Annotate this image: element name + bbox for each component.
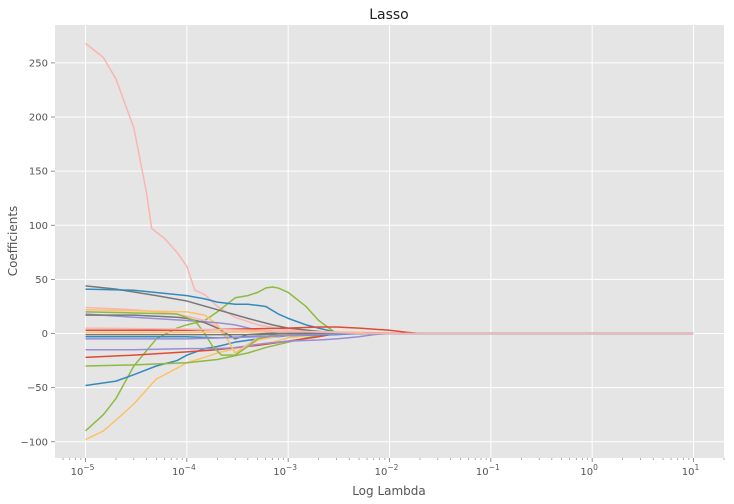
y-tick-label: 50 — [35, 275, 48, 286]
x-tick-label: 10−2 — [375, 463, 399, 478]
y-tick-label: −100 — [21, 437, 48, 448]
chart-title: Lasso — [369, 7, 409, 23]
y-tick-label: −50 — [27, 383, 48, 394]
x-axis-label: Log Lambda — [352, 484, 426, 498]
x-tick-label: 10−4 — [172, 463, 196, 478]
x-tick-label: 100 — [580, 463, 598, 478]
grid-lines — [55, 25, 724, 458]
y-tick-label: 250 — [29, 58, 48, 69]
series-line-7 — [85, 332, 694, 351]
series-line-1 — [85, 42, 694, 335]
series-line-14 — [85, 311, 694, 356]
y-tick-label: 0 — [42, 329, 48, 340]
series-line-9 — [85, 288, 694, 335]
series-line-11 — [85, 308, 694, 354]
y-tick-label: 100 — [29, 221, 48, 232]
series-line-20 — [85, 327, 694, 335]
axis-ticks: 10−5 10−4 10−3 10−2 10−1 100 101 250 200 150 100 50… — [21, 58, 725, 478]
y-tick-label: 150 — [29, 167, 48, 178]
y-tick-label: 200 — [29, 113, 48, 124]
series-line-3 — [85, 332, 694, 441]
x-tick-label: 10−1 — [476, 463, 500, 478]
x-tick-label: 101 — [682, 463, 700, 478]
x-tick-label: 10−3 — [273, 463, 297, 478]
x-tick-label: 10−5 — [71, 463, 95, 478]
series-lines — [84, 42, 694, 441]
series-line-2 — [84, 286, 694, 432]
y-axis-label: Coefficients — [6, 206, 20, 277]
